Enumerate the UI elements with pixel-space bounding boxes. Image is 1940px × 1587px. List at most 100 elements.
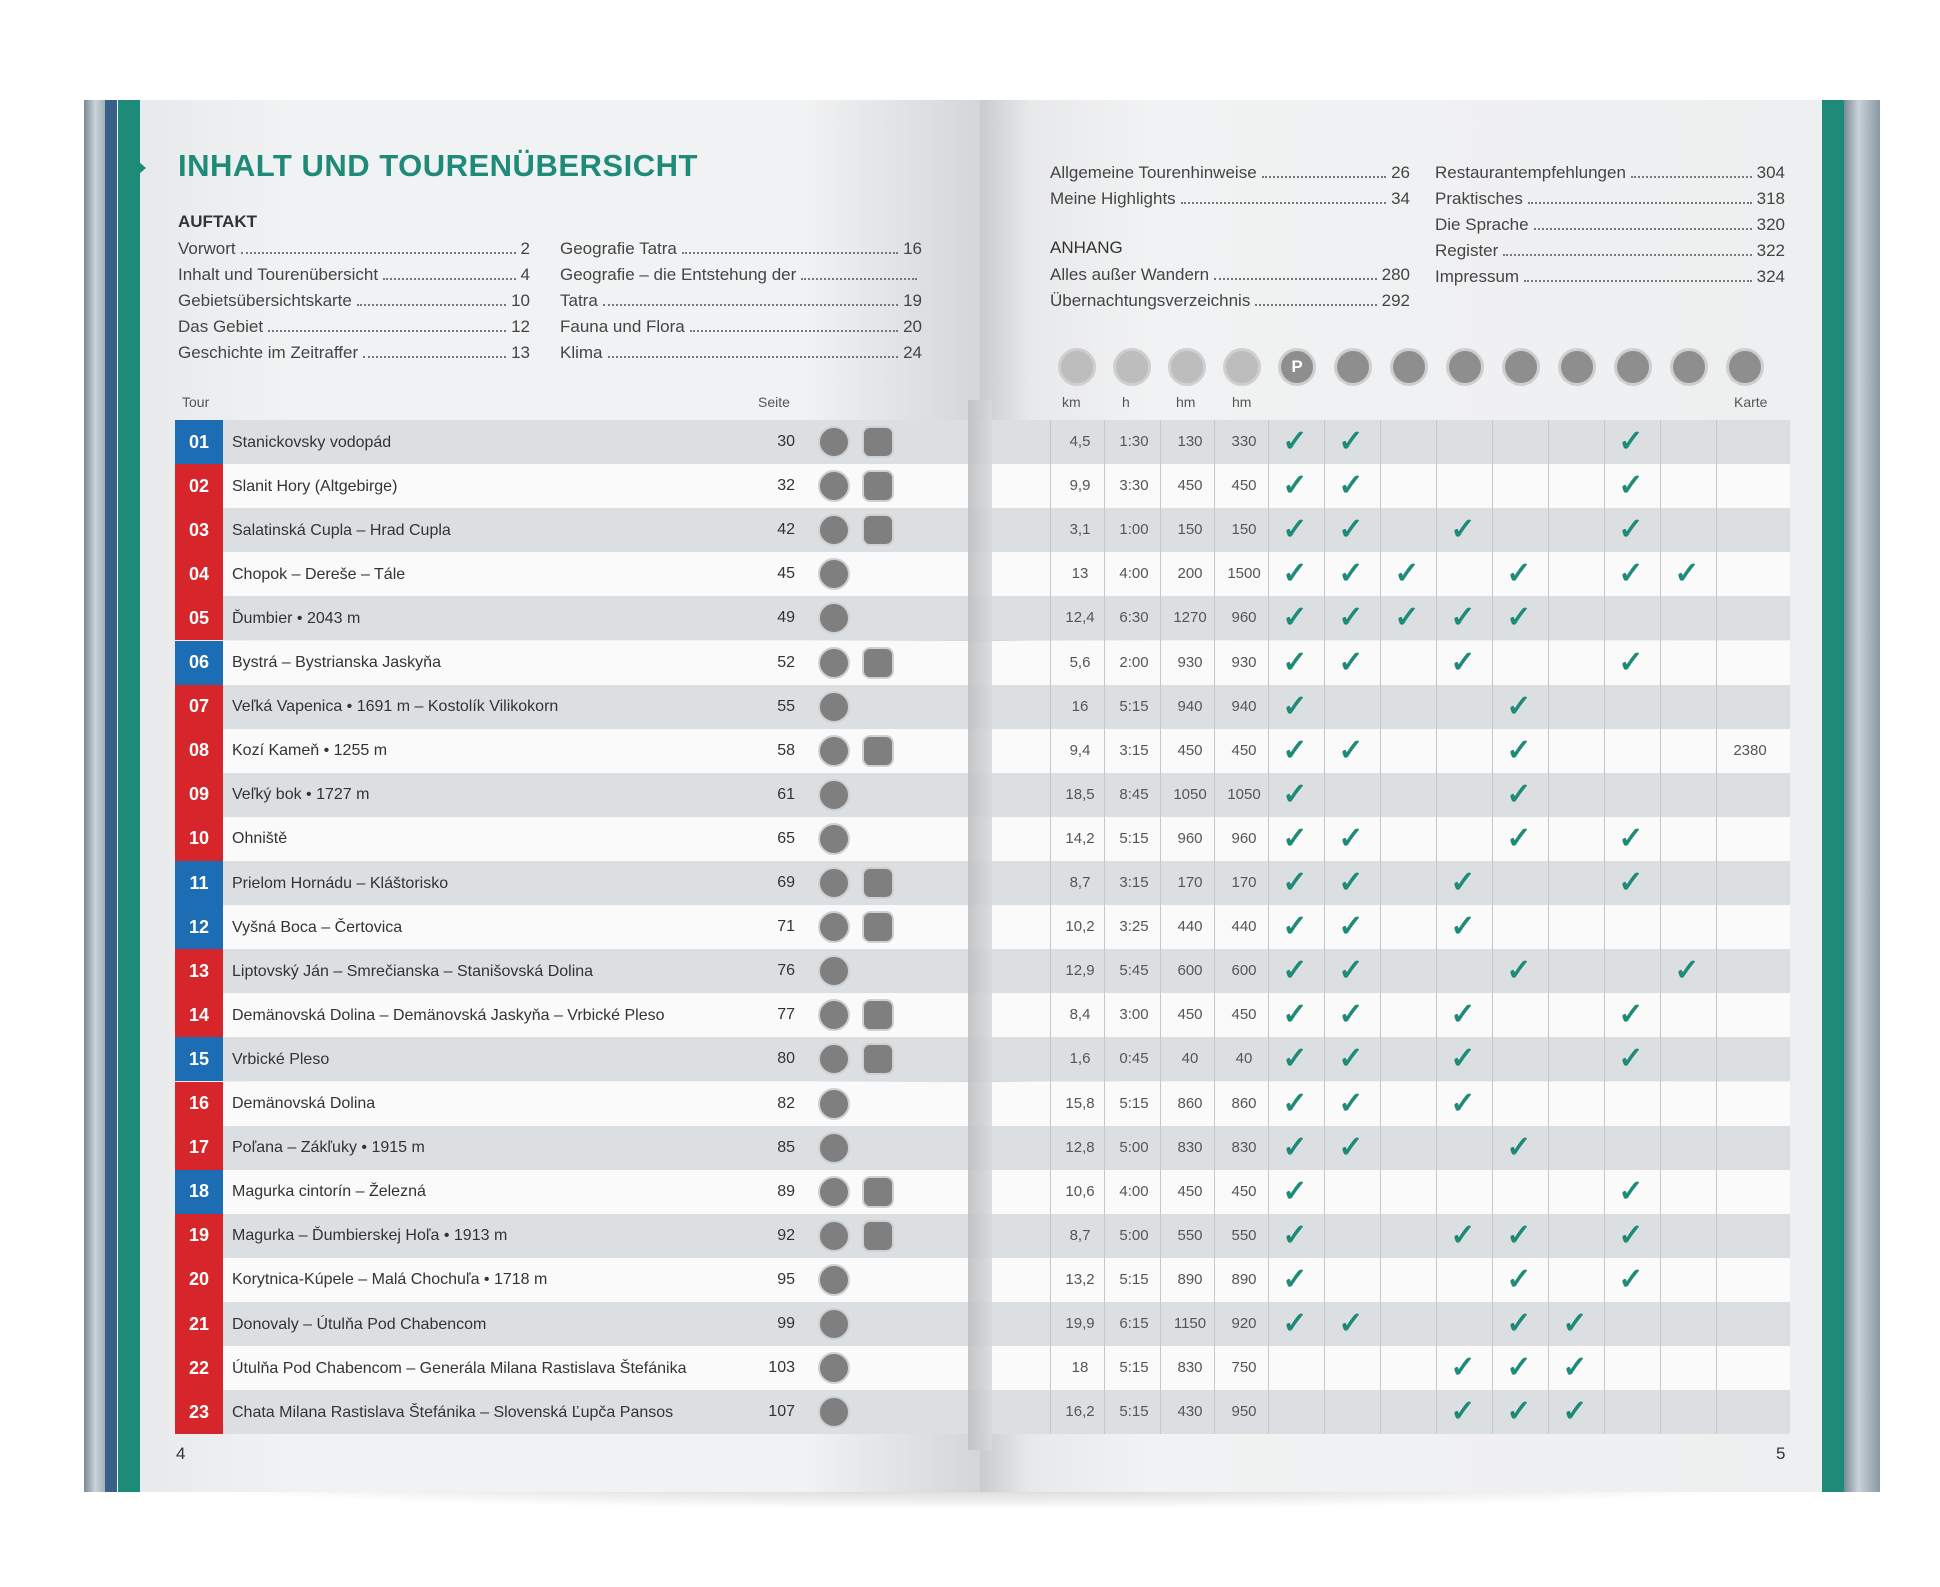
check-icon: ✓: [1282, 1307, 1308, 1340]
toc-entry-title: Geschichte im Zeitraffer: [178, 343, 359, 362]
tour-km: 13: [1071, 565, 1089, 583]
tour-down: 1050: [1227, 785, 1261, 803]
toc-leader-dots: [689, 314, 899, 332]
tour-up: 40: [1181, 1050, 1199, 1068]
check-icon: ✓: [1506, 1218, 1532, 1252]
difficulty-icon: [818, 999, 850, 1032]
tour-up: 600: [1177, 962, 1203, 980]
difficulty-icon: [818, 822, 850, 855]
tour-km: 18,5: [1065, 785, 1095, 803]
tour-km: 12,4: [1065, 609, 1095, 627]
difficulty-icon: [818, 646, 850, 679]
tour-number-badge: 04: [175, 552, 223, 597]
grid-line: [1268, 420, 1269, 1434]
tour-up: 450: [1177, 1182, 1203, 1200]
toc-leader-dots: [607, 340, 899, 358]
tour-h: 5:15: [1119, 697, 1149, 715]
tour-down: 860: [1231, 1094, 1257, 1112]
toc-leader-dots: [363, 340, 507, 358]
toc-entry-title: Tatra: [560, 291, 598, 310]
header-h: h: [1122, 394, 1130, 410]
toc-entry: Geografie Tatra 16: [560, 236, 922, 262]
tour-page: 45: [777, 565, 795, 583]
toc-entry-title: Die Sprache: [1435, 215, 1529, 234]
toc-entry: Das Gebiet 12: [178, 314, 530, 340]
tour-h: 4:00: [1119, 565, 1149, 583]
toc-entry: Gebietsübersichtskarte 10: [178, 288, 530, 314]
tour-page: 49: [777, 609, 795, 627]
tour-page: 69: [777, 874, 795, 891]
check-icon: ✓: [1506, 954, 1532, 988]
check-icon: ✓: [1506, 557, 1532, 591]
difficulty-icon: [818, 1131, 850, 1164]
toc-entry: Übernachtungsverzeichnis 292: [1050, 288, 1410, 314]
tour-h: 4:00: [1119, 1182, 1149, 1200]
family-icon: [862, 1219, 894, 1252]
tour-number-badge: 15: [175, 1037, 223, 1082]
toc-entry: Fauna und Flora 20: [560, 314, 922, 340]
difficulty-icon: [818, 1263, 850, 1296]
toc-column-2: Geografie Tatra 16 Geografie – die Entsteh…: [560, 236, 922, 366]
check-icon: ✓: [1506, 777, 1532, 811]
left-cover-edge: [105, 100, 117, 1492]
check-icon: ✓: [1282, 1130, 1308, 1164]
check-icon: ✓: [1282, 425, 1308, 458]
check-icon: ✓: [1506, 821, 1532, 855]
tour-name: Útulňa Pod Chabencom – Generála Milana R…: [232, 1359, 687, 1377]
tour-h: 8:45: [1119, 785, 1149, 803]
check-icon: ✓: [1282, 689, 1308, 723]
check-icon: ✓: [1506, 1262, 1532, 1296]
check-icon: ✓: [1562, 1307, 1588, 1340]
tour-km: 12,9: [1065, 962, 1095, 980]
check-icon: ✓: [1282, 557, 1308, 591]
check-icon: ✓: [1282, 1042, 1308, 1076]
tour-page: 89: [777, 1182, 795, 1200]
tour-down: 600: [1231, 962, 1257, 980]
tour-up: 1270: [1173, 609, 1207, 627]
tour-number-badge: 07: [175, 684, 223, 729]
grid-line: [1160, 420, 1161, 1434]
check-icon: ✓: [1338, 910, 1364, 944]
toc-leader-dots: [1527, 186, 1752, 204]
check-icon: ✓: [1618, 469, 1644, 503]
difficulty-icon: [818, 1396, 850, 1429]
tour-down: 450: [1231, 477, 1257, 495]
difficulty-icon: [1223, 348, 1261, 386]
tour-name: Bystrá – Bystrianska Jaskyňa: [232, 654, 441, 671]
tour-km: 3,1: [1069, 521, 1091, 539]
check-icon: ✓: [1338, 513, 1364, 547]
toc-entry-page: 320: [1756, 215, 1785, 234]
check-icon: ✓: [1282, 645, 1308, 679]
tour-name: Donovaly – Útulňa Pod Chabencom: [232, 1315, 487, 1333]
tour-km: 8,4: [1069, 1006, 1091, 1024]
tour-page: 107: [768, 1403, 795, 1421]
toc-entry-title: Das Gebiet: [178, 317, 264, 336]
check-icon: ✓: [1282, 1262, 1308, 1296]
tour-km: 9,4: [1069, 741, 1091, 759]
tour-number-badge: 02: [175, 464, 223, 509]
tour-page: 52: [777, 653, 795, 671]
toc-leader-dots: [1180, 186, 1387, 204]
title-arrow-icon: [132, 156, 146, 180]
check-icon: ✓: [1338, 821, 1364, 855]
check-icon: ✓: [1338, 1130, 1364, 1164]
tour-down: 450: [1231, 1006, 1257, 1024]
grid-line: [1604, 420, 1605, 1434]
tour-number-badge: 13: [175, 949, 223, 994]
check-icon: ✓: [1450, 645, 1476, 679]
tour-page: 76: [777, 962, 795, 980]
tour-number-badge: 05: [175, 596, 223, 641]
tour-km: 8,7: [1069, 874, 1091, 891]
grid-line: [1324, 420, 1325, 1434]
check-icon: ✓: [1618, 821, 1644, 855]
tour-h: 0:45: [1119, 1050, 1149, 1068]
difficulty-icon: [818, 1175, 850, 1208]
tour-h: 5:00: [1119, 1138, 1149, 1156]
difficulty-icon: [818, 1219, 850, 1252]
toc-column-4: Restaurantempfehlungen 304 Praktisches 318 D…: [1435, 160, 1785, 290]
toc-entry-page: 292: [1381, 291, 1410, 310]
toc-entry: Die Sprache 320: [1435, 212, 1785, 238]
tour-h: 5:00: [1119, 1226, 1149, 1244]
check-icon: ✓: [1506, 1307, 1532, 1340]
tour-page: 95: [777, 1270, 795, 1288]
